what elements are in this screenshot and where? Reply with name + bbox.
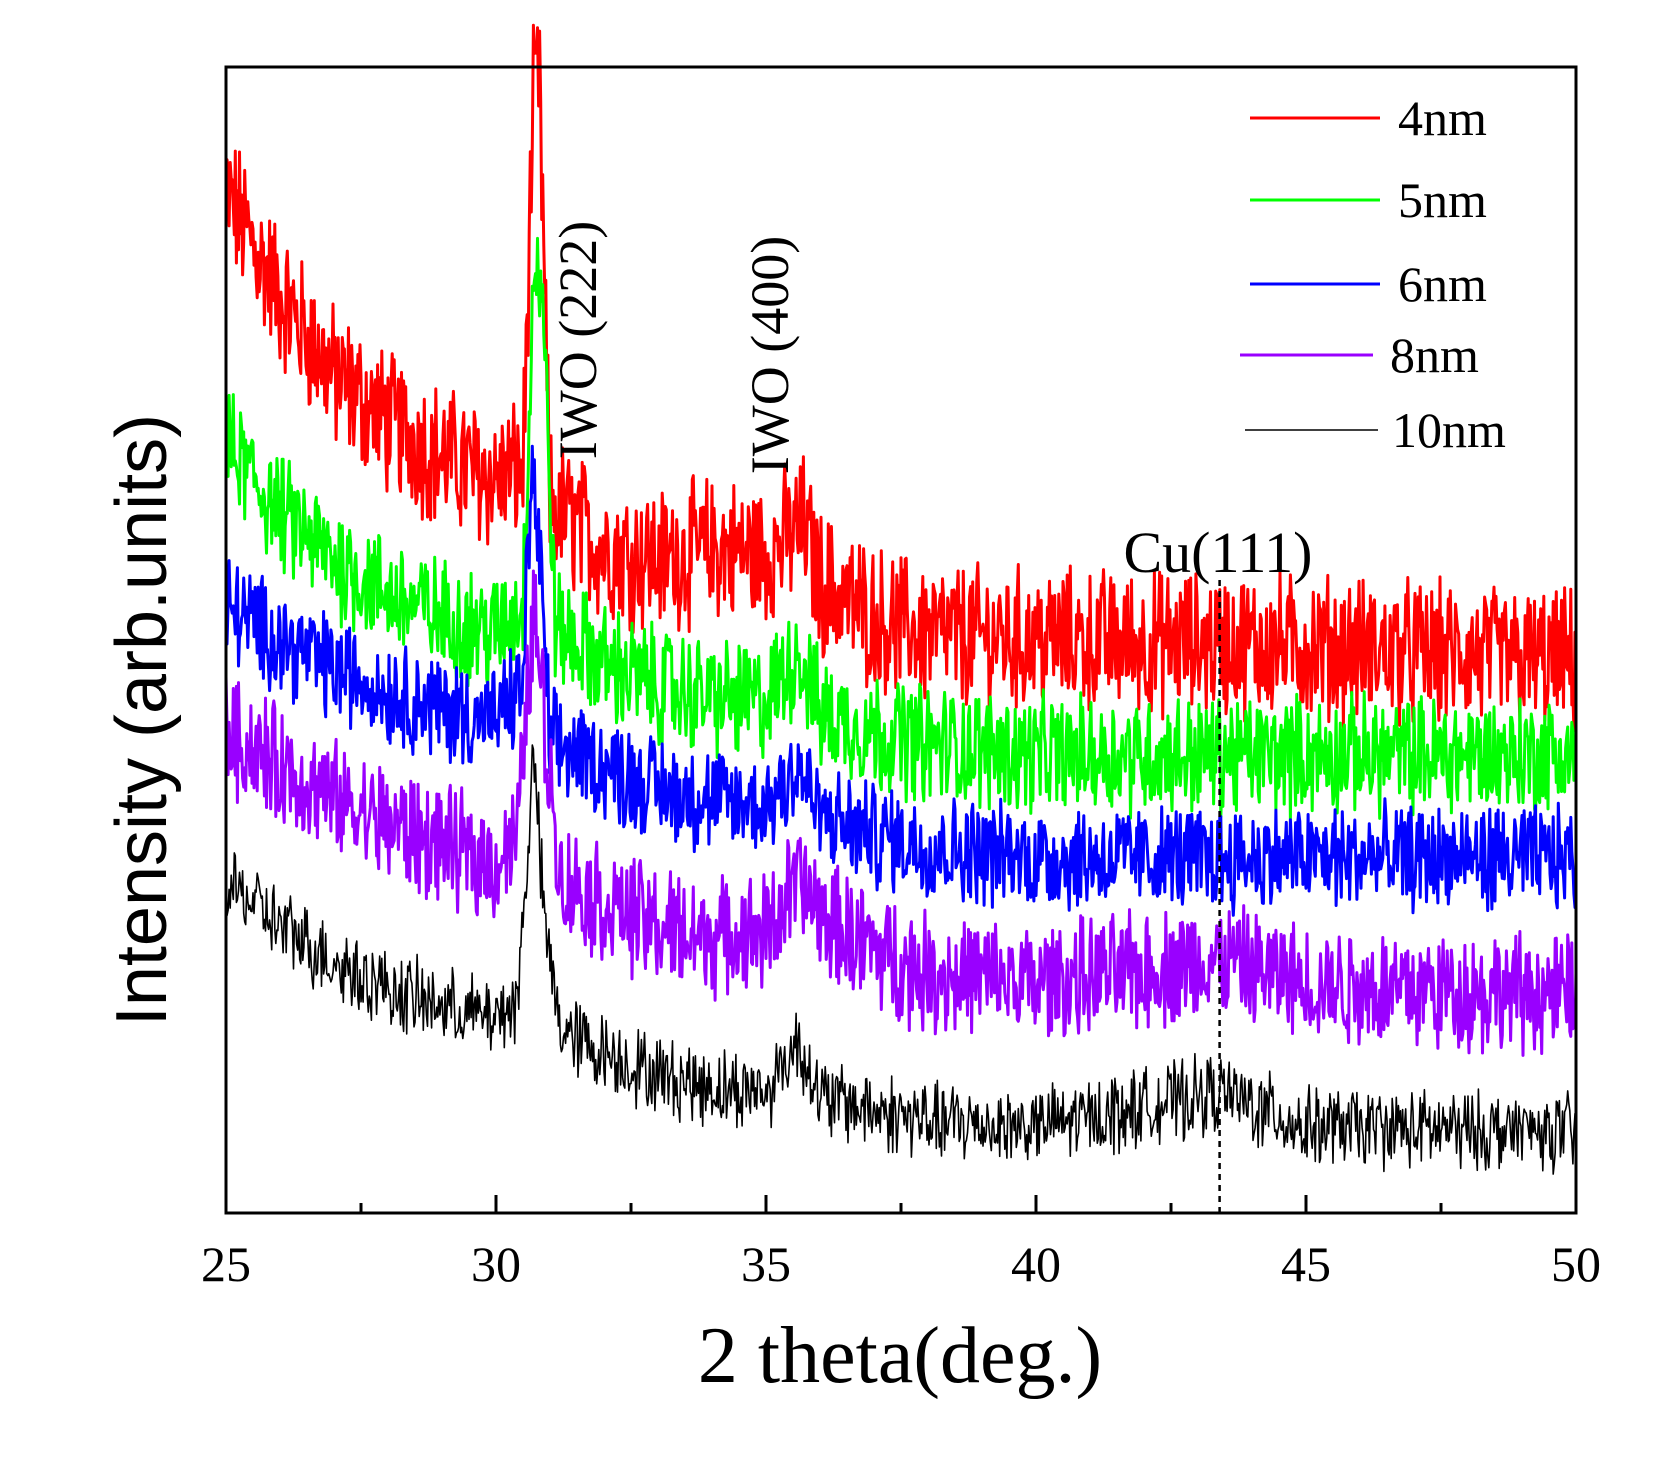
x-tick-label: 45 (1281, 1236, 1331, 1292)
x-axis-title: 2 theta(deg.) (698, 1312, 1102, 1400)
legend: 4nm 5nm 6nm 8nm 10nm (1240, 90, 1506, 458)
series-line-4nm (224, 23, 1578, 733)
x-tick-label: 30 (471, 1236, 521, 1292)
series-layer (224, 23, 1578, 1175)
series-line-6nm (224, 444, 1578, 917)
annotation-cu-111: Cu(111) (1123, 520, 1312, 585)
x-tick-label: 35 (741, 1236, 791, 1292)
legend-label-8nm: 8nm (1390, 327, 1479, 383)
x-tick-label: 25 (201, 1236, 251, 1292)
legend-label-10nm: 10nm (1392, 402, 1506, 458)
x-tick-label: 40 (1011, 1236, 1061, 1292)
annotation-iwo-400: IWO (400) (740, 236, 800, 474)
annotation-iwo-222: IWO (222) (548, 221, 608, 459)
legend-label-4nm: 4nm (1398, 90, 1487, 146)
series-line-8nm (224, 569, 1578, 1057)
y-axis-title: Intensity (arb.units) (102, 414, 182, 1026)
series-line-5nm (224, 236, 1578, 821)
ticks-layer: 25 30 35 40 45 50 (201, 1195, 1601, 1292)
legend-label-5nm: 5nm (1398, 172, 1487, 228)
legend-label-6nm: 6nm (1398, 256, 1487, 312)
series-line-10nm (225, 744, 1577, 1175)
x-tick-label: 50 (1551, 1236, 1601, 1292)
